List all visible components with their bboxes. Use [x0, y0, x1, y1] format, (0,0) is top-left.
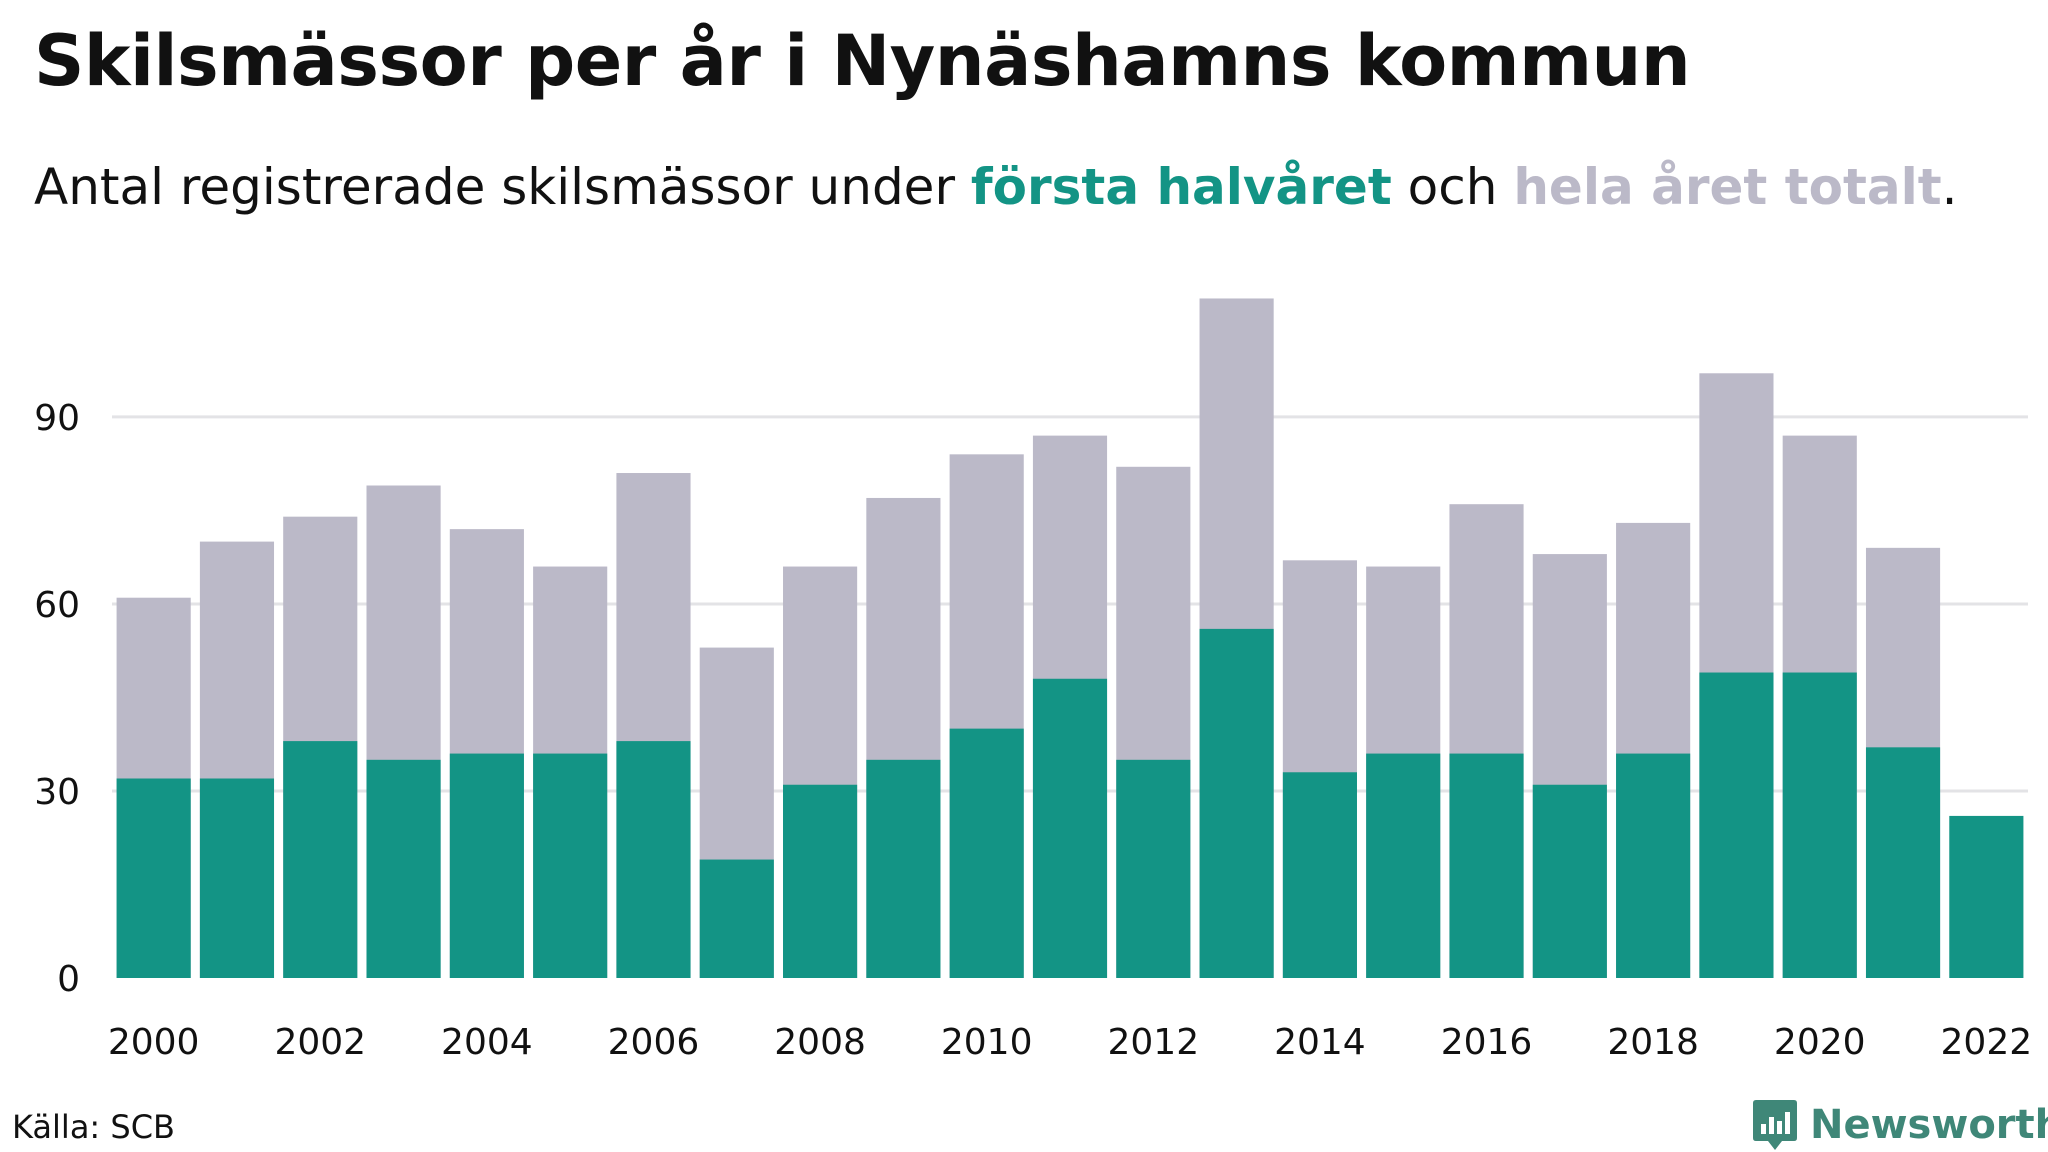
source-label: Källa: SCB — [12, 1108, 175, 1146]
bar-first-half-2020 — [1782, 672, 1857, 978]
bar-first-half-2000 — [116, 778, 191, 978]
bar-first-half-2008 — [783, 784, 858, 978]
y-tick-label: 0 — [57, 959, 80, 1000]
bar-first-half-2018 — [1616, 753, 1691, 978]
x-tick-label: 2010 — [941, 1022, 1033, 1063]
x-tick-label: 2006 — [608, 1022, 700, 1063]
x-tick-label: 2000 — [108, 1022, 200, 1063]
y-tick-label: 30 — [34, 772, 80, 813]
y-tick-label: 60 — [34, 585, 80, 626]
subtitle-prefix: Antal registrerade skilsmässor under — [34, 158, 971, 216]
bar-first-half-2007 — [699, 859, 774, 978]
x-axis-ticks: 2000 2002 2004 2006 2008 2010 2012 2014 2016 2018… — [108, 1022, 2032, 1063]
bar-first-half-2004 — [449, 753, 524, 978]
bar-first-half-2001 — [199, 778, 275, 978]
legend-full-year: hela året totalt — [1513, 158, 1942, 216]
x-tick-label: 2016 — [1441, 1022, 1533, 1063]
x-tick-label: 2020 — [1774, 1022, 1866, 1063]
brand-name: Newsworthy — [1810, 1102, 2048, 1148]
brand-logo: Newsworthy — [1752, 1098, 2048, 1152]
bar-first-half-2009 — [866, 759, 941, 978]
bar-first-half-2019 — [1699, 672, 1774, 978]
bar-first-half-2006 — [616, 741, 691, 978]
bar-first-half-2014 — [1282, 772, 1357, 978]
subtitle-suffix: . — [1941, 158, 1958, 216]
x-tick-label: 2002 — [274, 1022, 366, 1063]
page-title: Skilsmässor per år i Nynäshamns kommun — [34, 20, 1691, 102]
bar-first-half-2002 — [283, 741, 358, 978]
y-axis-ticks: 0 30 60 90 — [34, 398, 80, 1000]
x-tick-label: 2014 — [1274, 1022, 1366, 1063]
bar-first-half-2013 — [1199, 628, 1274, 978]
bar-first-half-2011 — [1032, 678, 1108, 978]
bar-first-half-2015 — [1366, 753, 1441, 978]
bar-first-half-2022 — [1949, 815, 2024, 978]
bar-first-half-2010 — [949, 728, 1024, 978]
subtitle-mid: och — [1391, 158, 1514, 216]
bar-first-half-2016 — [1449, 753, 1524, 978]
bar-first-half-2012 — [1116, 759, 1191, 978]
newsworthy-logo-icon — [1753, 1100, 1797, 1150]
x-tick-label: 2022 — [1941, 1022, 2033, 1063]
x-tick-label: 2012 — [1107, 1022, 1199, 1063]
bar-first-half-2005 — [533, 753, 608, 978]
bar-first-half-2003 — [366, 759, 441, 978]
chart-subtitle: Antal registrerade skilsmässor under för… — [34, 158, 1958, 216]
bar-first-half-2021 — [1865, 747, 1941, 978]
x-tick-label: 2004 — [441, 1022, 533, 1063]
x-tick-label: 2018 — [1607, 1022, 1699, 1063]
x-tick-label: 2008 — [774, 1022, 866, 1063]
bar-first-half-2017 — [1532, 784, 1607, 978]
y-tick-label: 90 — [34, 398, 80, 439]
legend-first-half: första halvåret — [970, 158, 1392, 216]
bars — [116, 298, 2024, 979]
bar-chart: 0 30 60 90 2000 2002 2004 2006 2008 2010 2012 2014… — [34, 298, 2032, 1063]
